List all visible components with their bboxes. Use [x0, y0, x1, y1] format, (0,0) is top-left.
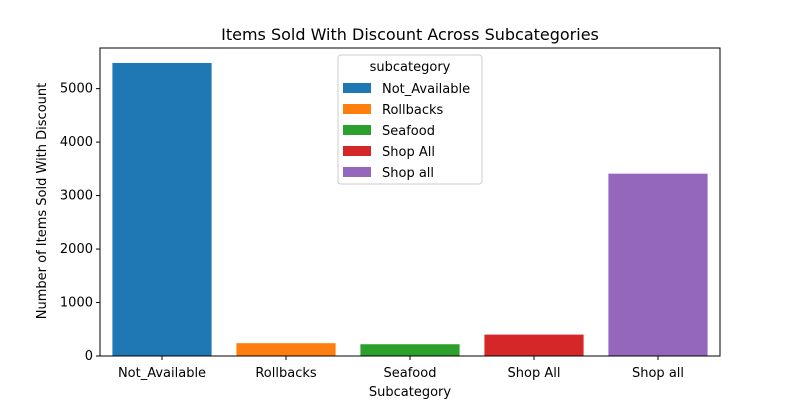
x-tick-label: Shop All: [508, 366, 561, 381]
legend-swatch: [343, 146, 371, 156]
legend-swatch: [343, 125, 371, 135]
legend-entry-label: Seafood: [382, 124, 435, 139]
x-tick-label: Not_Available: [118, 366, 206, 381]
bar: [236, 343, 336, 356]
legend-swatch: [343, 83, 371, 93]
x-tick-label: Seafood: [384, 366, 437, 381]
bar: [608, 173, 708, 356]
legend-box: [337, 54, 483, 185]
y-tick-label: 1000: [60, 296, 93, 311]
x-tick-label: Shop all: [632, 366, 684, 381]
legend-entry-label: Shop all: [382, 166, 434, 181]
y-tick-label: 2000: [60, 242, 93, 257]
x-axis-label: Subcategory: [369, 385, 452, 400]
legend-entry-label: Not_Available: [382, 82, 470, 97]
legend-swatch: [343, 167, 371, 177]
y-axis-label: Number of Items Sold With Discount: [35, 83, 50, 319]
legend-entry-label: Shop All: [382, 145, 435, 160]
bar: [484, 334, 584, 356]
legend-entry-label: Rollbacks: [382, 103, 444, 118]
bar: [112, 62, 212, 356]
y-tick-label: 5000: [60, 82, 93, 97]
y-tick-label: 3000: [60, 189, 93, 204]
legend-swatch: [343, 104, 371, 114]
legend-title: subcategory: [370, 60, 451, 75]
ticks-layer: 0 1000 2000 3000 4000 5000 Not_Available Rollba…: [60, 82, 684, 381]
y-tick-label: 0: [85, 349, 93, 364]
legend-entries: Not_Available Rollbacks Seafood Shop All Sho…: [343, 82, 470, 181]
bars-layer: [112, 62, 708, 356]
legend: subcategory Not_Available Rollbacks Seafoo…: [337, 54, 483, 185]
bar: [360, 344, 460, 356]
y-tick-label: 4000: [60, 135, 93, 150]
x-tick-label: Rollbacks: [255, 366, 317, 381]
chart-title: Items Sold With Discount Across Subcateg…: [221, 25, 599, 44]
